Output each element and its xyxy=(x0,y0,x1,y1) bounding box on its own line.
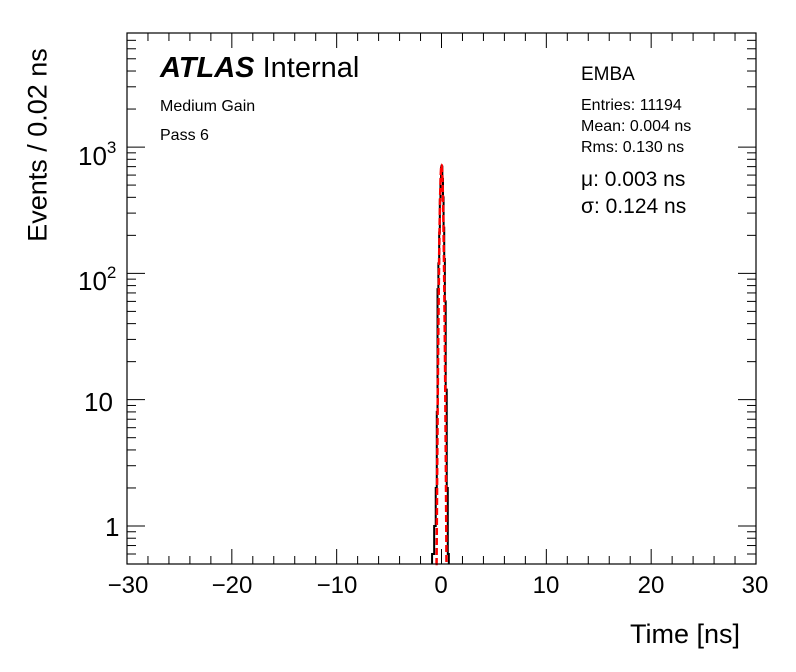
x-tick-label: −10 xyxy=(316,572,358,599)
y-tick-label: 10 xyxy=(84,387,113,417)
gain-label: Medium Gain xyxy=(160,98,256,115)
y-tick-label: 1 xyxy=(105,512,120,542)
stat-entries: Entries: 11194 xyxy=(581,97,682,114)
y-tick-base: 10 xyxy=(78,266,107,296)
y-tick-label: 103 xyxy=(78,138,116,172)
fit-layer xyxy=(435,163,448,566)
pass-label: Pass 6 xyxy=(160,127,209,144)
x-tick-label: −20 xyxy=(211,572,253,599)
stat-rms: Rms: 0.130 ns xyxy=(581,139,685,156)
histogram-layer xyxy=(431,164,450,564)
x-axis-title: Time [ns] xyxy=(630,619,741,649)
x-tick-label: −30 xyxy=(107,572,149,599)
y-tick-label: 102 xyxy=(78,263,116,297)
y-tick-exponent: 3 xyxy=(106,138,117,157)
gaussian-fit-curve xyxy=(435,163,448,566)
atlas-logo-text: ATLAS xyxy=(160,52,255,84)
x-tick-label: 20 xyxy=(637,572,665,599)
partition-label: EMBA xyxy=(581,64,635,85)
y-tick-base: 10 xyxy=(78,141,107,171)
atlas-internal-text: Internal xyxy=(262,52,360,84)
x-tick-label: 0 xyxy=(434,572,448,599)
histogram-outline xyxy=(431,164,450,564)
x-tick-label: 10 xyxy=(532,572,560,599)
y-tick-exponent: 2 xyxy=(106,263,117,282)
y-axis-title: Events / 0.02 ns xyxy=(22,48,53,242)
plot-frame xyxy=(126,32,757,565)
stat-mean: Mean: 0.004 ns xyxy=(581,118,692,135)
fit-sigma: σ: 0.124 ns xyxy=(581,195,687,218)
fit-mu: μ: 0.003 ns xyxy=(581,168,686,191)
x-tick-label: 30 xyxy=(741,572,769,599)
atlas-label: ATLAS Internal xyxy=(160,52,359,85)
